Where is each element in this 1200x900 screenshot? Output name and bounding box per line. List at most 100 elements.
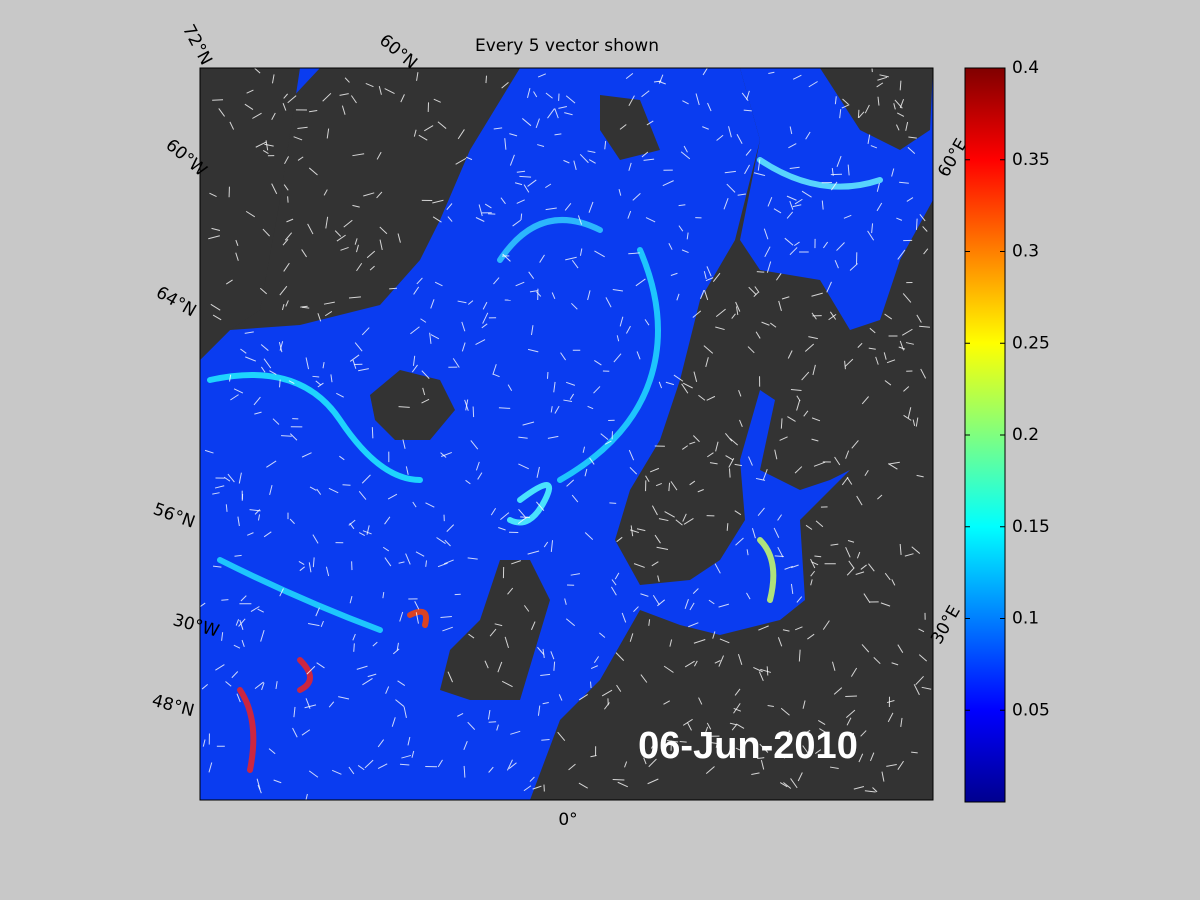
vector <box>876 183 880 192</box>
vector <box>915 218 918 230</box>
vector <box>839 109 842 119</box>
vector <box>744 164 751 175</box>
colorbar-tick-label: 0.1 <box>1012 609 1039 629</box>
vector <box>811 417 821 422</box>
vector <box>569 393 575 400</box>
vector <box>238 618 246 627</box>
vector <box>484 660 489 669</box>
vector <box>571 494 579 503</box>
vector <box>649 467 660 473</box>
vector <box>463 765 466 778</box>
vector <box>385 686 390 694</box>
vector <box>762 469 768 480</box>
vector <box>787 730 790 738</box>
current-streak <box>237 687 257 773</box>
vector <box>821 200 824 210</box>
vector <box>348 519 356 526</box>
vector <box>536 501 545 511</box>
vector <box>233 388 244 394</box>
vector <box>225 681 232 687</box>
vector <box>357 765 365 771</box>
vector <box>833 687 843 695</box>
vector <box>884 380 892 386</box>
vector <box>563 159 570 164</box>
vector <box>358 368 369 372</box>
vector <box>808 336 818 340</box>
vector <box>643 757 647 765</box>
vector <box>896 112 905 117</box>
vector <box>369 265 375 271</box>
vector <box>815 749 822 754</box>
vector <box>529 776 535 782</box>
vector <box>265 140 269 151</box>
current-streak <box>507 482 552 526</box>
vector <box>523 605 530 612</box>
vector <box>805 524 813 530</box>
vector <box>814 555 822 558</box>
vector <box>492 364 497 375</box>
vector <box>896 217 903 221</box>
vector <box>389 287 398 290</box>
vector <box>231 671 239 679</box>
vector <box>481 323 488 329</box>
vector <box>705 277 714 282</box>
vector <box>798 649 801 662</box>
vector <box>815 520 824 528</box>
vector <box>330 374 333 383</box>
vector <box>728 126 732 138</box>
vector <box>497 661 503 673</box>
vector <box>778 300 782 311</box>
vector <box>773 208 782 214</box>
vector <box>757 757 765 759</box>
vector <box>391 717 396 727</box>
vector <box>554 108 559 119</box>
vector <box>823 241 829 249</box>
vector <box>670 272 678 276</box>
vector <box>492 373 500 378</box>
vector <box>855 571 865 575</box>
vector <box>777 514 783 521</box>
vector <box>279 341 284 351</box>
vector <box>788 143 797 149</box>
vector <box>600 433 609 440</box>
vector <box>433 98 441 103</box>
vector <box>767 705 774 707</box>
vector <box>686 232 689 240</box>
vector <box>802 700 806 709</box>
vector <box>861 396 869 405</box>
vector <box>845 695 858 697</box>
vector <box>779 436 788 441</box>
vector <box>210 303 221 311</box>
vector <box>444 539 451 547</box>
vector <box>282 103 287 111</box>
vector <box>650 738 658 749</box>
vector <box>763 228 769 240</box>
vector <box>432 216 442 223</box>
current-streak <box>757 157 883 190</box>
vector <box>328 487 339 494</box>
vector <box>229 121 235 130</box>
vector <box>877 76 888 81</box>
vector <box>457 713 464 717</box>
vector <box>907 407 912 419</box>
vector <box>398 406 410 408</box>
vector <box>871 223 874 234</box>
vector <box>736 723 745 729</box>
vector <box>891 662 899 666</box>
vector <box>733 703 741 714</box>
vector <box>789 126 793 135</box>
vector <box>545 92 553 99</box>
vector <box>746 90 750 100</box>
vector <box>225 504 228 512</box>
vector <box>371 427 374 439</box>
vector <box>305 698 311 709</box>
date-label: 06-Jun-2010 <box>638 725 858 767</box>
vector <box>468 633 475 639</box>
vector <box>666 740 679 743</box>
vector <box>547 435 559 439</box>
vector <box>856 551 861 559</box>
current-streak <box>207 372 423 483</box>
vector <box>897 760 904 770</box>
colorbar-tick-label: 0.4 <box>1012 58 1039 78</box>
vector <box>867 134 871 144</box>
